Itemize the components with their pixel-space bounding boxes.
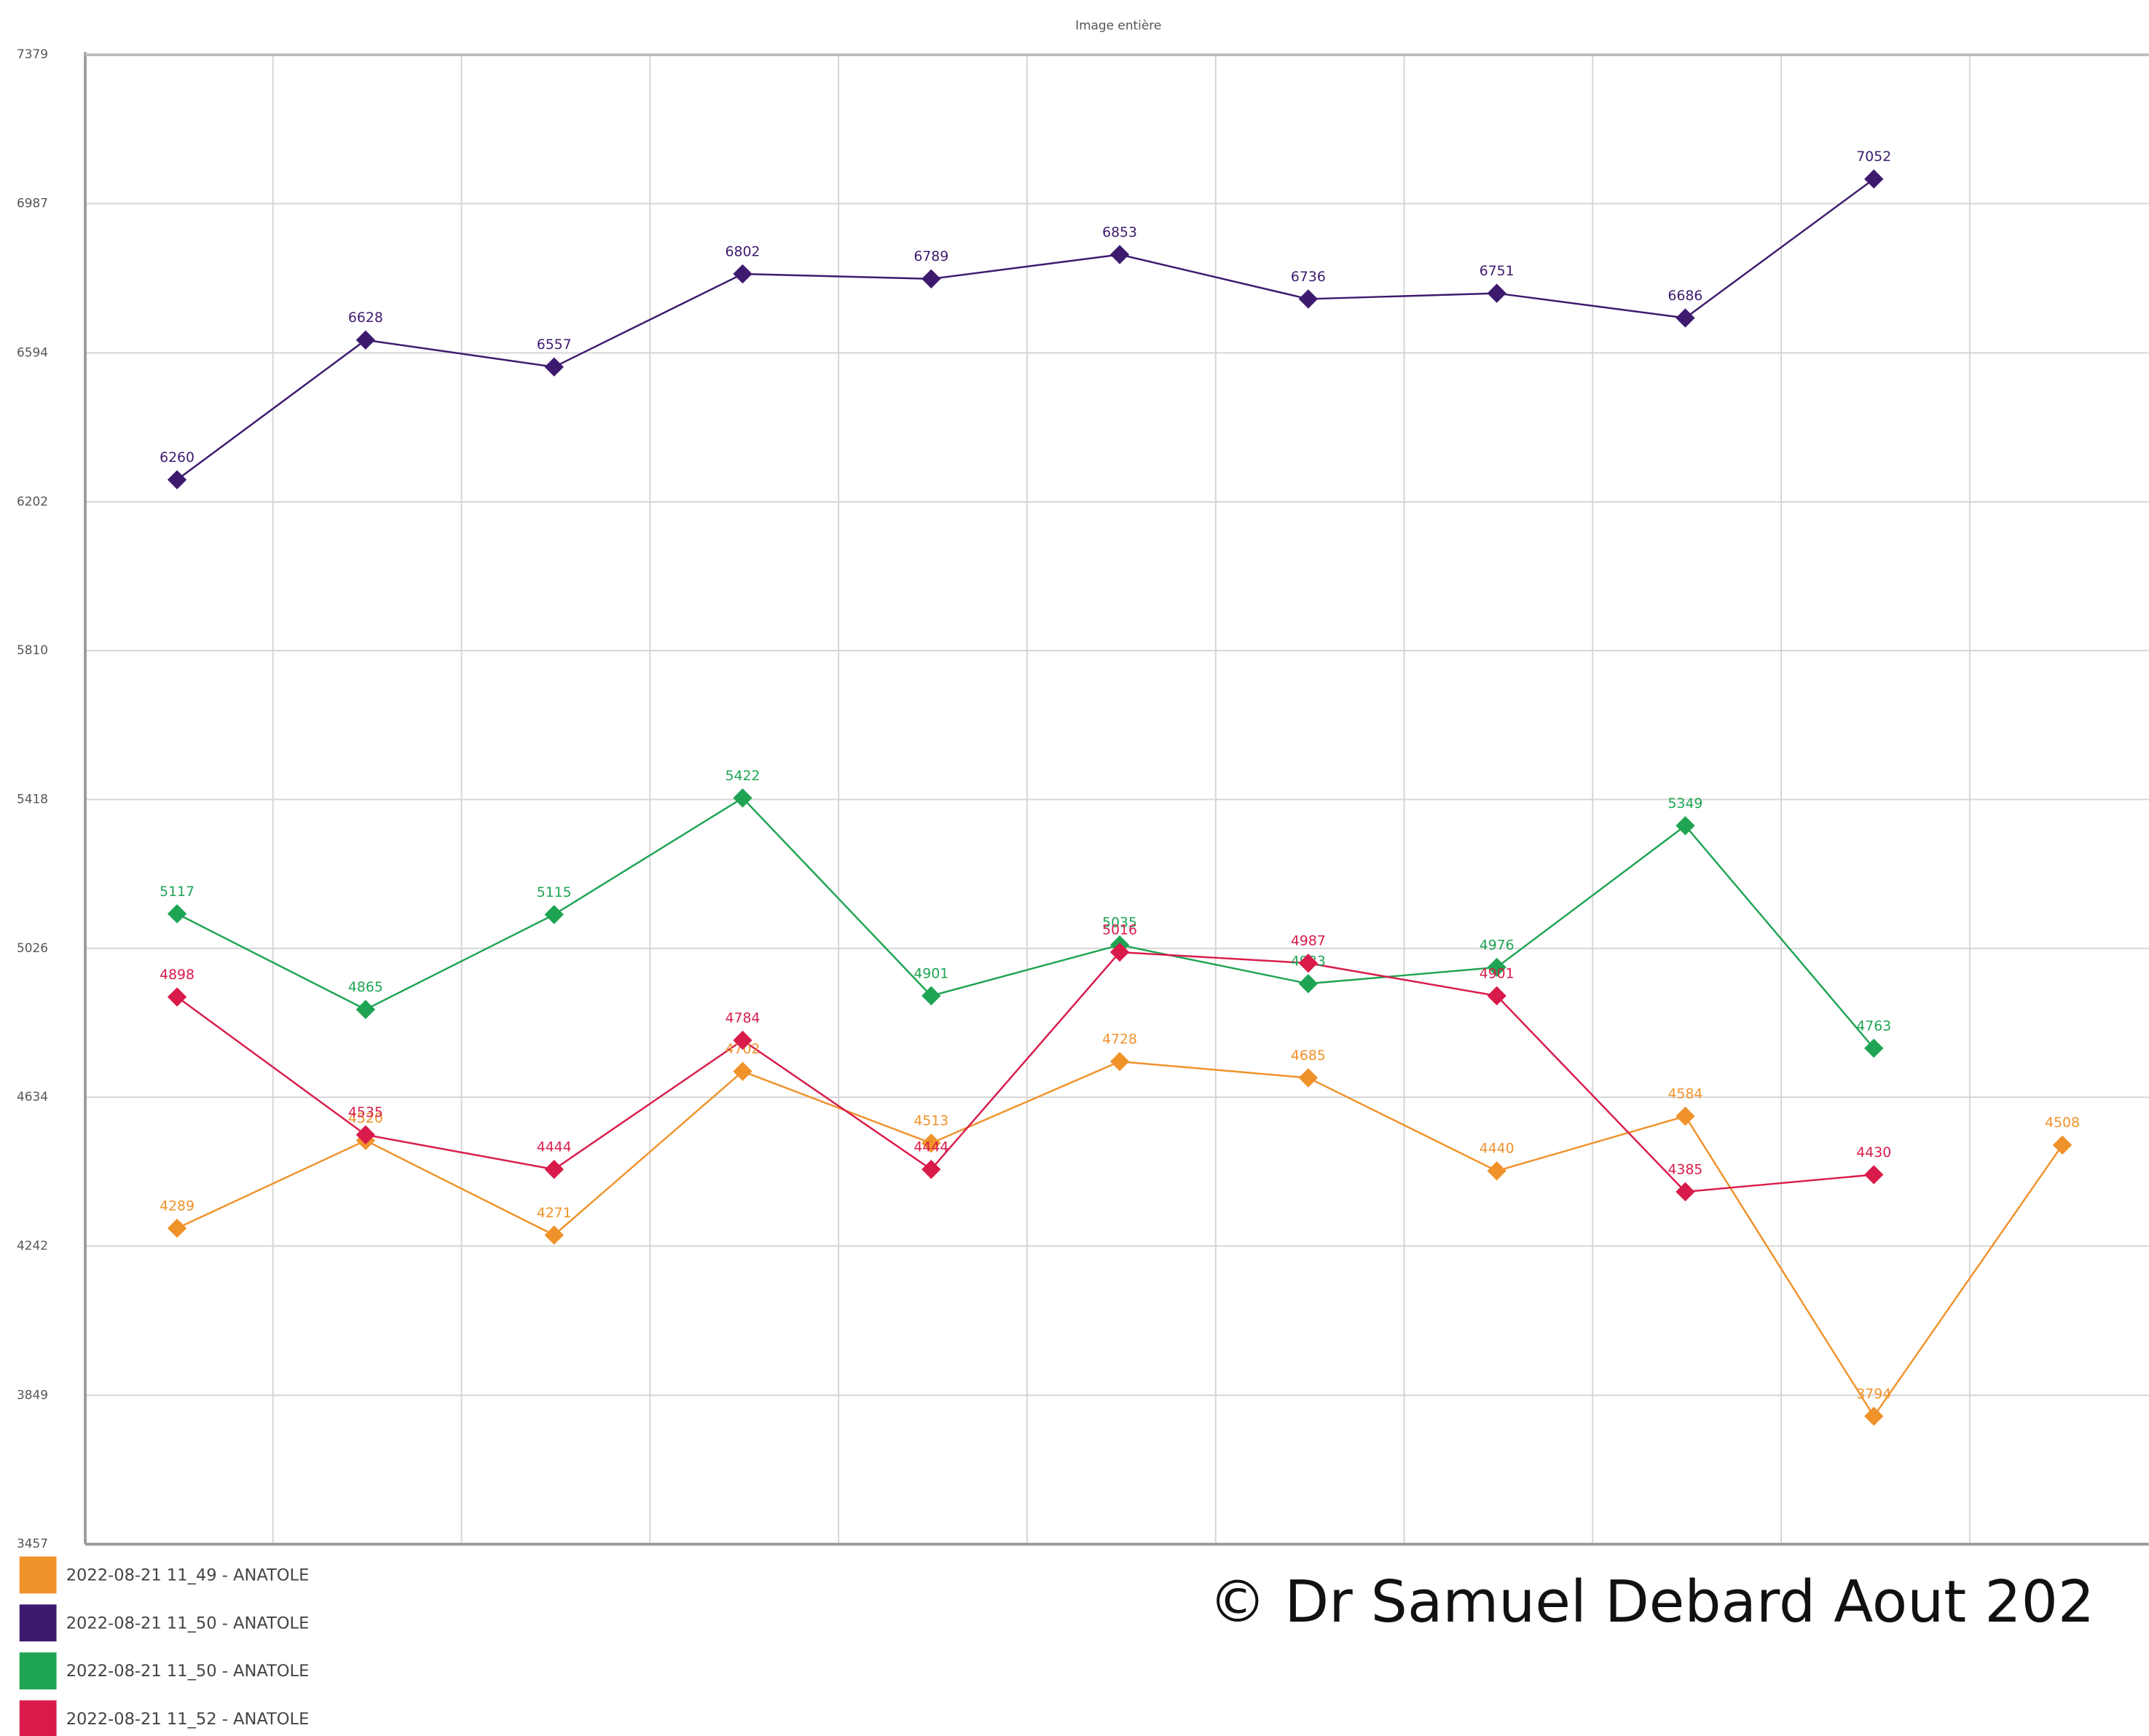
- point: [544, 357, 564, 377]
- y-tick-label: 3849: [17, 1387, 48, 1402]
- point: [1298, 1068, 1319, 1088]
- y-tick-label: 5418: [17, 791, 48, 806]
- data-label: 4763: [1856, 1018, 1891, 1034]
- point: [1109, 1051, 1130, 1072]
- point: [167, 987, 187, 1007]
- y-tick-label: 5810: [17, 643, 48, 657]
- point: [922, 1160, 941, 1179]
- data-label: 6686: [1668, 288, 1703, 304]
- point: [1675, 308, 1695, 328]
- data-label: 4901: [1480, 966, 1514, 981]
- y-tick-label: 6202: [17, 494, 48, 508]
- watermark: © Dr Samuel Debard Aout 202: [1209, 1568, 2094, 1635]
- point: [1298, 974, 1319, 994]
- point: [167, 470, 187, 490]
- legend-swatch: [19, 1556, 57, 1594]
- legend-swatch: [19, 1700, 57, 1736]
- legend-label: 2022-08-21 11_50 - ANATOLE: [66, 1662, 310, 1681]
- point: [544, 1160, 564, 1179]
- data-label: 6628: [348, 310, 383, 326]
- data-label: 4865: [348, 980, 383, 995]
- data-label: 4508: [2045, 1115, 2080, 1131]
- point: [544, 1225, 564, 1245]
- y-tick-label: 4242: [17, 1238, 48, 1252]
- y-tick-label: 6987: [17, 196, 48, 211]
- data-label: 5117: [160, 884, 195, 900]
- point: [544, 905, 564, 924]
- point: [922, 986, 941, 1006]
- data-label: 6557: [537, 337, 572, 353]
- data-label: 6736: [1291, 270, 1326, 285]
- series-line: [176, 951, 1874, 1193]
- data-label: 4901: [914, 966, 948, 981]
- data-label: 4271: [537, 1206, 572, 1221]
- point: [733, 1061, 753, 1081]
- chart-title: Image entière: [1075, 18, 1161, 33]
- data-label: 4430: [1856, 1145, 1891, 1160]
- point: [733, 1030, 753, 1050]
- data-label: 5349: [1668, 796, 1703, 812]
- data-label: 6751: [1480, 264, 1514, 279]
- point: [1109, 245, 1130, 264]
- data-label: 5016: [1102, 922, 1137, 938]
- legend-label: 2022-08-21 11_52 - ANATOLE: [66, 1710, 310, 1729]
- point: [1675, 1107, 1695, 1126]
- data-label: 4289: [160, 1198, 195, 1214]
- data-label: 5035: [1102, 916, 1137, 931]
- data-label: 6260: [160, 450, 195, 466]
- point: [167, 904, 187, 924]
- data-label: 4513: [914, 1114, 948, 1129]
- point: [733, 788, 753, 808]
- series-line: [176, 796, 1875, 1049]
- y-tick-label: 6594: [17, 345, 48, 359]
- data-label: 4584: [1668, 1087, 1703, 1102]
- point: [1109, 942, 1130, 962]
- point: [1298, 289, 1319, 309]
- legend-swatch: [19, 1604, 57, 1642]
- legend-label: 2022-08-21 11_50 - ANATOLE: [66, 1614, 310, 1633]
- y-tick-label: 3457: [17, 1536, 48, 1551]
- data-label: 4385: [1668, 1162, 1703, 1177]
- data-label: 5422: [726, 769, 761, 784]
- data-label: 4987: [1291, 934, 1326, 949]
- data-label: 4784: [726, 1010, 761, 1026]
- point: [733, 264, 753, 284]
- data-label: 4444: [914, 1140, 948, 1155]
- data-label: 6853: [1102, 225, 1137, 240]
- data-label: 6802: [726, 244, 761, 259]
- point: [1298, 953, 1319, 973]
- data-label: 4535: [348, 1105, 383, 1120]
- data-label: 4976: [1480, 938, 1514, 953]
- data-label: 4520: [348, 1111, 383, 1126]
- point: [1675, 816, 1695, 836]
- data-label: 4728: [1102, 1032, 1137, 1048]
- data-label: 4440: [1480, 1142, 1514, 1157]
- point: [355, 999, 376, 1019]
- y-tick-label: 7379: [17, 47, 48, 61]
- data-label: 4444: [537, 1140, 572, 1155]
- legend-swatch: [19, 1652, 57, 1690]
- y-tick-label: 4634: [17, 1089, 48, 1104]
- point: [1675, 1182, 1695, 1202]
- y-tick-label: 5026: [17, 940, 48, 955]
- point: [167, 1218, 187, 1238]
- data-label: 4898: [160, 967, 195, 983]
- legend-label: 2022-08-21 11_49 - ANATOLE: [66, 1566, 310, 1584]
- point: [922, 269, 941, 288]
- data-label: 3794: [1856, 1386, 1891, 1402]
- series-line: [176, 178, 1874, 481]
- point: [355, 1125, 376, 1144]
- data-label: 5115: [537, 885, 572, 900]
- point: [922, 1134, 941, 1153]
- data-label: 4685: [1291, 1048, 1326, 1064]
- data-label: 6789: [914, 249, 948, 264]
- data-label: 7052: [1856, 149, 1891, 165]
